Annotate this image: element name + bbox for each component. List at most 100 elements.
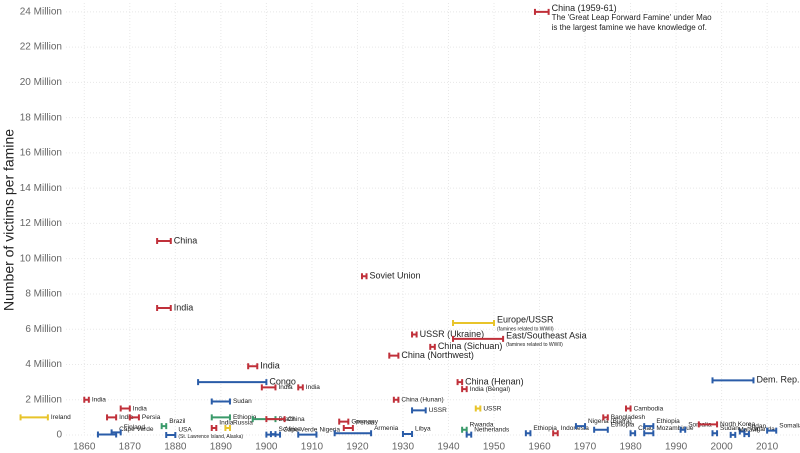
famine-label: East/Southeast Asia [506,330,587,340]
famine-label: Brazil [169,418,186,425]
famine-note: The 'Great Leap Forward Famine' under Ma… [552,13,713,22]
famine-bar [679,426,687,433]
x-tick-label: 1880 [164,442,187,453]
famine-bar [106,414,118,421]
famine-label: India [119,414,133,421]
famine-bar [465,431,473,438]
famine-bar [533,8,550,15]
famine-bar [265,416,286,423]
famine-bar [342,424,354,431]
famine-label: Sudan [720,425,739,432]
famine-bar [297,431,318,438]
famine-label: Russia [233,420,253,427]
x-tick-label: 1910 [301,442,324,453]
famine-label: North Korea [720,421,755,428]
y-tick-label: 10 Million [20,253,62,264]
famine-bar [156,305,172,312]
famine-label: India [278,384,292,391]
famine-bar [411,331,418,338]
famine-bar [260,384,277,391]
famine-bar [711,377,755,384]
famine-bar [461,386,468,393]
famine-label: India (Bengal) [470,386,510,393]
famine-bar [729,431,737,438]
famine-bar [197,379,268,386]
famine-bar [452,335,505,342]
famine-label: Netherlands [474,426,510,433]
x-tick-label: 1940 [437,442,460,453]
famine-label: USSR (Ukraine) [420,329,485,339]
famine-label: Sudan [233,398,252,405]
famine-bar [474,405,482,412]
famine-label: China (Northwest) [401,350,474,360]
y-tick-label: 18 Million [20,112,62,123]
famine-bar [19,414,49,421]
y-tick-label: 22 Million [20,42,62,53]
famine-label: China (Henan) [465,376,524,386]
famine-bar [697,421,719,428]
famine-bar [210,414,231,421]
famine-label: Europe/USSR [497,314,554,324]
famine-label: China (Sichuan) [438,341,503,351]
famine-label: Cambodia [634,405,664,412]
y-tick-label: 0 [56,430,62,441]
famine-label: India [174,302,194,312]
famine-bar [711,430,719,437]
y-axis-title: Number of victims per famine [1,129,17,311]
x-tick-label: 1990 [665,442,688,453]
famine-bar [333,430,373,437]
famine-bar [602,414,609,421]
famine-bar [338,418,350,425]
famine-bar [456,379,464,386]
x-tick-label: 1950 [483,442,506,453]
x-tick-label: 1920 [346,442,369,453]
famine-bar [411,407,427,414]
famine-bar [524,430,532,437]
famine-label: Soviet Union [370,271,421,281]
famine-label: Brazil [278,416,295,423]
famine-label: India [133,405,147,412]
famine-bar [210,424,218,431]
y-tick-label: 24 Million [20,6,62,17]
y-tick-label: 20 Million [20,77,62,88]
famine-label: Armenia [374,425,399,432]
famine-label: India [92,396,106,403]
famine-label: China [288,416,305,423]
famine-note: (famines related to WWII) [497,326,554,332]
famine-bar [392,396,400,403]
famine-bar [160,423,168,430]
y-tick-label: 16 Million [20,148,62,159]
famine-bar [83,396,90,403]
famine-label: Rwanda [470,421,494,428]
famine-bar [629,430,637,437]
famine-label: USA [178,427,192,434]
famine-bar [401,430,414,437]
famine-bar [388,352,400,359]
famine-bar [552,430,559,437]
famine-label: Ethiopia [656,418,680,425]
famine-label: Ethiopia [533,425,557,432]
famine-label: Cape Verde [283,426,318,433]
famine-bar [625,405,632,412]
x-tick-label: 1980 [619,442,642,453]
famine-label: Ireland [51,414,71,421]
famine-label: Persia [142,414,161,421]
x-tick-label: 2000 [710,442,733,453]
y-tick-label: 2 Million [25,394,62,405]
famine-note: (famines related to WWII) [506,342,563,348]
famine-label: Ethiopia [611,421,635,428]
famine-label: Mozambique [656,425,694,432]
x-tick-label: 1960 [528,442,551,453]
y-tick-label: 8 Million [25,289,62,300]
famine-bar [429,343,436,350]
famine-label: China (Hunan) [401,396,443,403]
x-tick-label: 2010 [756,442,779,453]
famine-label: Somalia [779,422,800,429]
famine-label: Chad [638,425,654,432]
famine-bar [247,363,259,370]
y-tick-label: 6 Million [25,324,62,335]
famine-label: Uganda [752,426,775,433]
famine-bar [165,431,177,438]
famine-label: India [260,361,280,371]
